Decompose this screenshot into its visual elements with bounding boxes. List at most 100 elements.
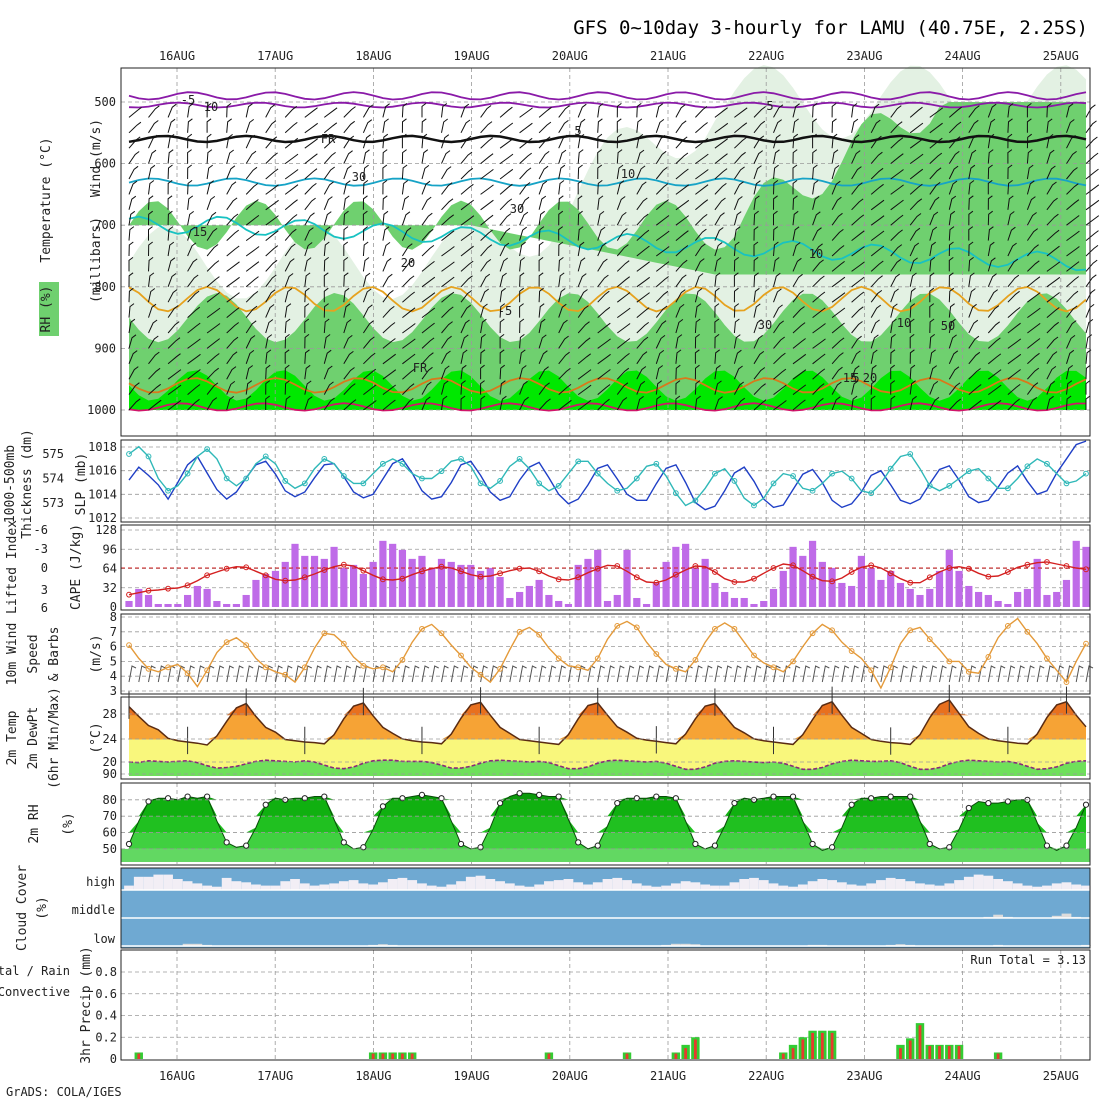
wind-barb: [1085, 259, 1098, 272]
thickness-line-point: [262, 453, 269, 460]
wind-barb: [577, 226, 584, 241]
rh-point: [340, 839, 347, 846]
wind-barb: [265, 230, 279, 241]
wind-barb: [929, 241, 936, 257]
wind-barb: [733, 334, 741, 349]
thickness-line-point: [731, 478, 738, 484]
wind-barb: [187, 338, 201, 349]
precip-convective-bar: [693, 1039, 697, 1059]
wind-barb: [382, 353, 396, 365]
surface-wind-barb: [382, 665, 391, 683]
wind-barb: [987, 353, 1002, 365]
wind-barb: [909, 106, 923, 118]
wind-barb: [558, 134, 568, 149]
cloud-cell-high: [446, 884, 457, 890]
wind-barb: [480, 153, 494, 164]
wind-barb: [1026, 212, 1037, 226]
cape-bar: [594, 549, 602, 607]
wind-barb: [929, 137, 943, 149]
wind-barb: [167, 241, 175, 257]
surface-wind-barb: [148, 665, 156, 683]
wind-barb: [870, 183, 884, 195]
wind-barb: [870, 395, 876, 411]
wind-barb: [987, 273, 997, 287]
cloud-cell-high: [1012, 883, 1023, 890]
wind-barb: [617, 323, 631, 334]
cape-bar: [379, 540, 387, 607]
wind-barb: [597, 180, 603, 195]
wind-barb: [753, 272, 759, 287]
wind-barb: [460, 135, 472, 149]
surface-wind-barb: [528, 665, 537, 683]
wind-barb: [675, 184, 689, 195]
lifted-index-line-point: [809, 573, 816, 580]
wind-barb: [245, 291, 259, 303]
wind-barb: [401, 149, 407, 164]
wind-barb: [753, 241, 759, 256]
wind-barb: [597, 149, 602, 164]
surface-wind-barb: [470, 665, 479, 683]
wind-barb: [1026, 103, 1032, 118]
cloud-cell-high: [905, 881, 916, 890]
wind-barb: [1046, 134, 1054, 149]
wind-barb: [1046, 103, 1052, 118]
wind-speed-line-point: [829, 627, 836, 634]
wind-barb: [226, 351, 238, 365]
surface-wind-barb: [733, 665, 742, 683]
wind-barb: [733, 365, 743, 380]
wind-barb: [245, 320, 257, 334]
wind-speed-line-point: [751, 652, 757, 659]
wind-barb: [734, 151, 746, 164]
wind-barb: [909, 257, 918, 272]
wind-barb: [675, 380, 681, 395]
wind-barb: [323, 381, 334, 395]
cloud-cell-high: [797, 884, 808, 890]
wind-barb: [206, 397, 218, 411]
cape-bar: [183, 594, 192, 607]
isotherm-label: FR: [321, 132, 336, 146]
wind-barb: [362, 226, 368, 241]
wind-barb: [597, 322, 611, 334]
cloud-cell-high: [963, 876, 974, 890]
wind-barb: [245, 215, 260, 226]
wind-barb: [480, 259, 492, 272]
wind-speed-line-point: [223, 639, 230, 646]
surface-wind-barb: [997, 665, 1006, 683]
rh-point: [711, 842, 719, 849]
cape-bar: [848, 585, 856, 607]
wind-barb: [441, 395, 448, 411]
wind-barb: [1085, 168, 1099, 180]
wind-barb: [519, 196, 530, 211]
wind-barb: [343, 210, 349, 226]
wind-barb: [1085, 136, 1098, 149]
surface-wind-barb: [1075, 665, 1084, 683]
wind-barb: [421, 180, 431, 195]
wind-barb: [265, 319, 274, 334]
cloud-cell-high: [573, 882, 584, 890]
wind-barb: [851, 246, 865, 257]
wind-barb: [675, 364, 681, 380]
wind-barb: [304, 168, 318, 180]
wind-barb: [245, 276, 259, 288]
wind-barb: [890, 121, 903, 134]
wind-barb: [538, 272, 544, 287]
surface-wind-barb: [431, 665, 439, 683]
wind-speed-line-point: [633, 624, 640, 631]
rh-tick: 50: [103, 842, 117, 856]
wind-barb: [1007, 322, 1021, 334]
wind-barb: [929, 182, 941, 195]
wind-barb: [987, 305, 1000, 318]
wind-barb: [870, 135, 882, 149]
wind-speed-line-point: [282, 671, 289, 678]
wind-barb: [441, 103, 448, 118]
wind-barb: [402, 338, 416, 349]
wind-barb: [343, 106, 356, 118]
wind-barb: [773, 320, 784, 334]
wind-speed-line-point: [340, 640, 347, 647]
wind-barb: [499, 334, 505, 349]
wind-barb: [401, 243, 413, 257]
slp-line: [128, 440, 1087, 511]
wind-barb: [655, 183, 669, 195]
wind-barb: [714, 380, 722, 395]
wind-barb: [753, 383, 766, 395]
